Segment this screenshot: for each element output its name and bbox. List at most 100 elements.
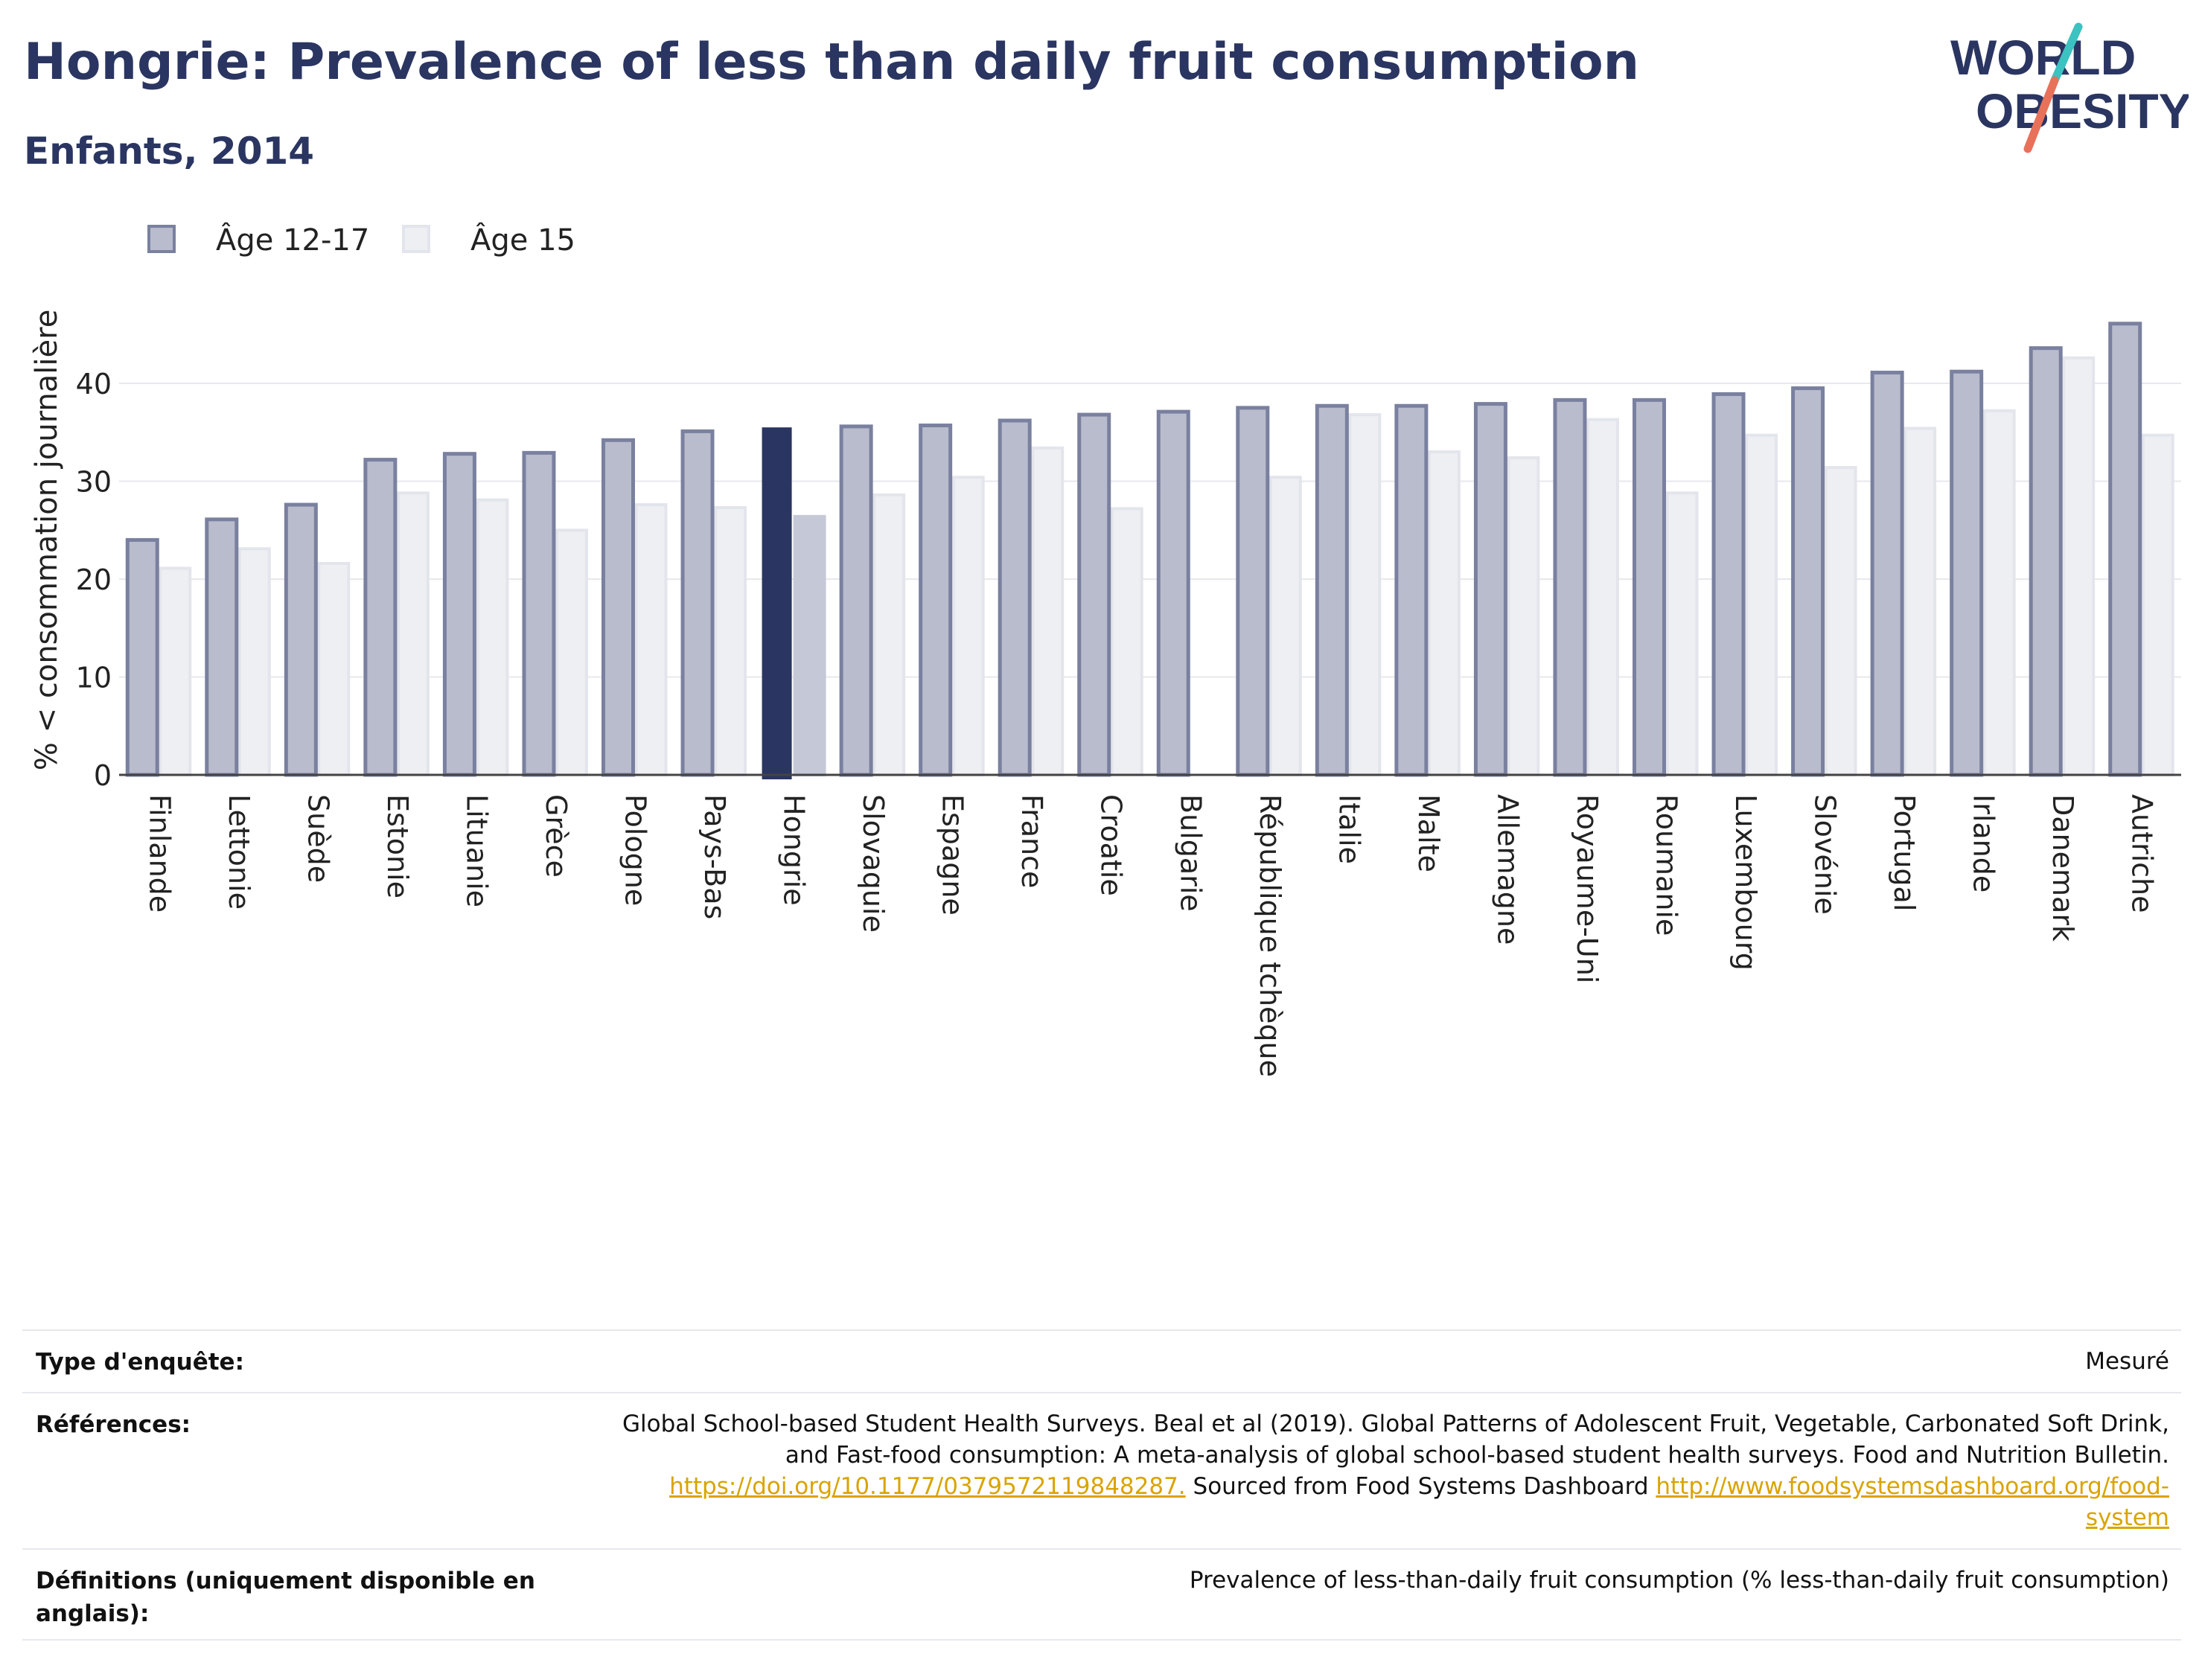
- bar-age-15-21: [1824, 466, 1857, 776]
- y-tick-label-0: 0: [94, 759, 112, 792]
- y-axis-label: % < consommation journalière: [30, 310, 64, 770]
- bar-age-15-23: [1982, 409, 2016, 776]
- food-systems-dashboard-link[interactable]: http://www.foodsystemsdashboard.org/food…: [1656, 1473, 2169, 1500]
- bar-age-15-22: [1903, 427, 1937, 777]
- bar-age-12-17-10: [919, 424, 953, 777]
- bar-age-12-17-20: [1711, 392, 1746, 777]
- meta-row-survey-type: Type d'enquête: Mesuré: [22, 1329, 2181, 1392]
- bar-age-12-17-14: [1236, 406, 1270, 777]
- y-tick-label-10: 10: [76, 662, 112, 694]
- metadata-table: Type d'enquête: Mesuré Références: Globa…: [22, 1329, 2181, 1641]
- bar-age-15-20: [1745, 433, 1778, 776]
- y-tick-label-30: 30: [76, 466, 112, 499]
- x-tick-label-1: Lettonie: [223, 794, 255, 910]
- bar-age-12-17-25: [2108, 322, 2142, 777]
- bar-age-12-17-16: [1394, 403, 1429, 777]
- bar-age-15-9: [872, 493, 906, 776]
- references-line-1: Global School-based Student Health Surve…: [622, 1411, 2169, 1437]
- x-tick-label-16: Malte: [1412, 794, 1445, 872]
- bar-age-15-0: [159, 566, 192, 776]
- bar-age-15-17: [1507, 456, 1540, 776]
- logo-slash-teal: [2050, 22, 2083, 85]
- x-tick-label-5: Grèce: [540, 794, 572, 878]
- bar-age-12-17-5: [522, 450, 556, 777]
- bar-age-15-11: [1031, 446, 1065, 776]
- bar-age-15-1: [237, 547, 271, 776]
- doi-link[interactable]: https://doi.org/10.1177/0379572119848287…: [669, 1473, 1186, 1500]
- x-tick-label-17: Allemagne: [1491, 794, 1524, 945]
- y-tick-label-40: 40: [76, 368, 112, 400]
- bar-age-15-24: [2062, 356, 2096, 776]
- legend-label-age-15: Âge 15: [470, 223, 575, 258]
- definitions-label-line-1: Définitions (uniquement disponible en: [36, 1568, 535, 1594]
- x-tick-label-22: Portugal: [1888, 794, 1921, 911]
- x-tick-label-9: Slovaquie: [857, 794, 890, 933]
- definitions-label-line-2: anglais):: [36, 1600, 150, 1627]
- x-tick-label-25: Autriche: [2126, 794, 2159, 913]
- bar-age-15-3: [396, 491, 430, 776]
- world-obesity-logo: WORLD OBESITY: [1950, 22, 2189, 153]
- bar-age-12-17-1: [205, 517, 239, 777]
- references-line-3: https://doi.org/10.1177/0379572119848287…: [622, 1471, 2169, 1502]
- definitions-label: Définitions (uniquement disponible en an…: [36, 1565, 535, 1630]
- bar-age-15-16: [1427, 450, 1461, 777]
- references-line-4: system: [622, 1502, 2169, 1533]
- meta-row-definitions: Définitions (uniquement disponible en an…: [22, 1548, 2181, 1641]
- legend-swatch-age-12-17: [147, 225, 176, 253]
- bar-age-12-17-4: [442, 452, 476, 777]
- logo-word-obesity: OBESITY: [1976, 83, 2189, 138]
- bar-age-12-17-18: [1553, 397, 1587, 777]
- bar-age-12-17-6: [601, 438, 635, 777]
- x-tick-label-21: Slovénie: [1809, 794, 1842, 915]
- logo-slash-coral: [2023, 76, 2059, 153]
- bar-age-12-17-17: [1473, 402, 1507, 777]
- x-tick-label-19: Roumanie: [1650, 794, 1683, 936]
- references-value: Global School-based Student Health Surve…: [622, 1408, 2169, 1533]
- bar-age-12-17-15: [1315, 403, 1349, 777]
- x-tick-label-23: Irlande: [1968, 794, 2000, 892]
- references-sourced-text: Sourced from Food Systems Dashboard: [1185, 1473, 1656, 1500]
- bar-age-12-17-8: [762, 427, 792, 779]
- x-tick-label-2: Suède: [301, 794, 334, 883]
- bar-age-15-7: [714, 506, 747, 776]
- x-tick-label-13: Bulgarie: [1174, 794, 1207, 912]
- x-tick-label-3: Estonie: [381, 794, 414, 898]
- meta-row-references: Références: Global School-based Student …: [22, 1392, 2181, 1548]
- x-tick-label-24: Danemark: [2046, 794, 2079, 942]
- bar-age-15-4: [476, 498, 509, 776]
- x-tick-label-7: Pays-Bas: [698, 794, 731, 919]
- x-tick-label-8: Hongrie: [778, 794, 811, 906]
- bar-age-12-17-22: [1870, 371, 1904, 777]
- bar-age-12-17-21: [1791, 386, 1825, 777]
- bar-age-12-17-7: [680, 429, 715, 777]
- bar-age-15-10: [951, 476, 985, 776]
- bar-age-15-18: [1586, 418, 1619, 776]
- x-tick-label-12: Croatie: [1095, 794, 1128, 896]
- bar-age-15-12: [1110, 507, 1143, 776]
- bar-age-12-17-11: [998, 418, 1032, 777]
- food-systems-dashboard-link-continued[interactable]: system: [2085, 1504, 2169, 1531]
- bar-age-15-25: [2141, 433, 2174, 776]
- x-tick-label-10: Espagne: [936, 794, 969, 916]
- survey-type-value: Mesuré: [2085, 1348, 2169, 1375]
- logo-word-world: WORLD: [1950, 30, 2136, 85]
- chart-title: Hongrie: Prevalence of less than daily f…: [24, 33, 1640, 92]
- bar-age-12-17-24: [2029, 346, 2063, 777]
- legend-label-age-12-17: Âge 12-17: [216, 223, 370, 258]
- bar-age-15-5: [555, 528, 588, 776]
- bar-age-12-17-23: [1950, 369, 1984, 777]
- bar-age-12-17-0: [125, 537, 159, 777]
- x-tick-label-20: Luxembourg: [1729, 794, 1762, 971]
- bar-age-12-17-2: [284, 502, 318, 777]
- bar-age-12-17-13: [1156, 409, 1190, 777]
- references-label: Références:: [36, 1411, 191, 1438]
- bar-age-15-2: [317, 561, 351, 776]
- bar-age-15-6: [634, 503, 668, 776]
- x-tick-label-6: Pologne: [619, 794, 652, 906]
- bar-age-12-17-12: [1077, 412, 1111, 777]
- bar-age-12-17-3: [363, 458, 398, 777]
- y-tick-label-20: 20: [76, 563, 112, 596]
- x-tick-label-15: Italie: [1333, 794, 1365, 864]
- x-tick-label-11: France: [1015, 794, 1048, 888]
- bar-age-15-14: [1268, 476, 1302, 776]
